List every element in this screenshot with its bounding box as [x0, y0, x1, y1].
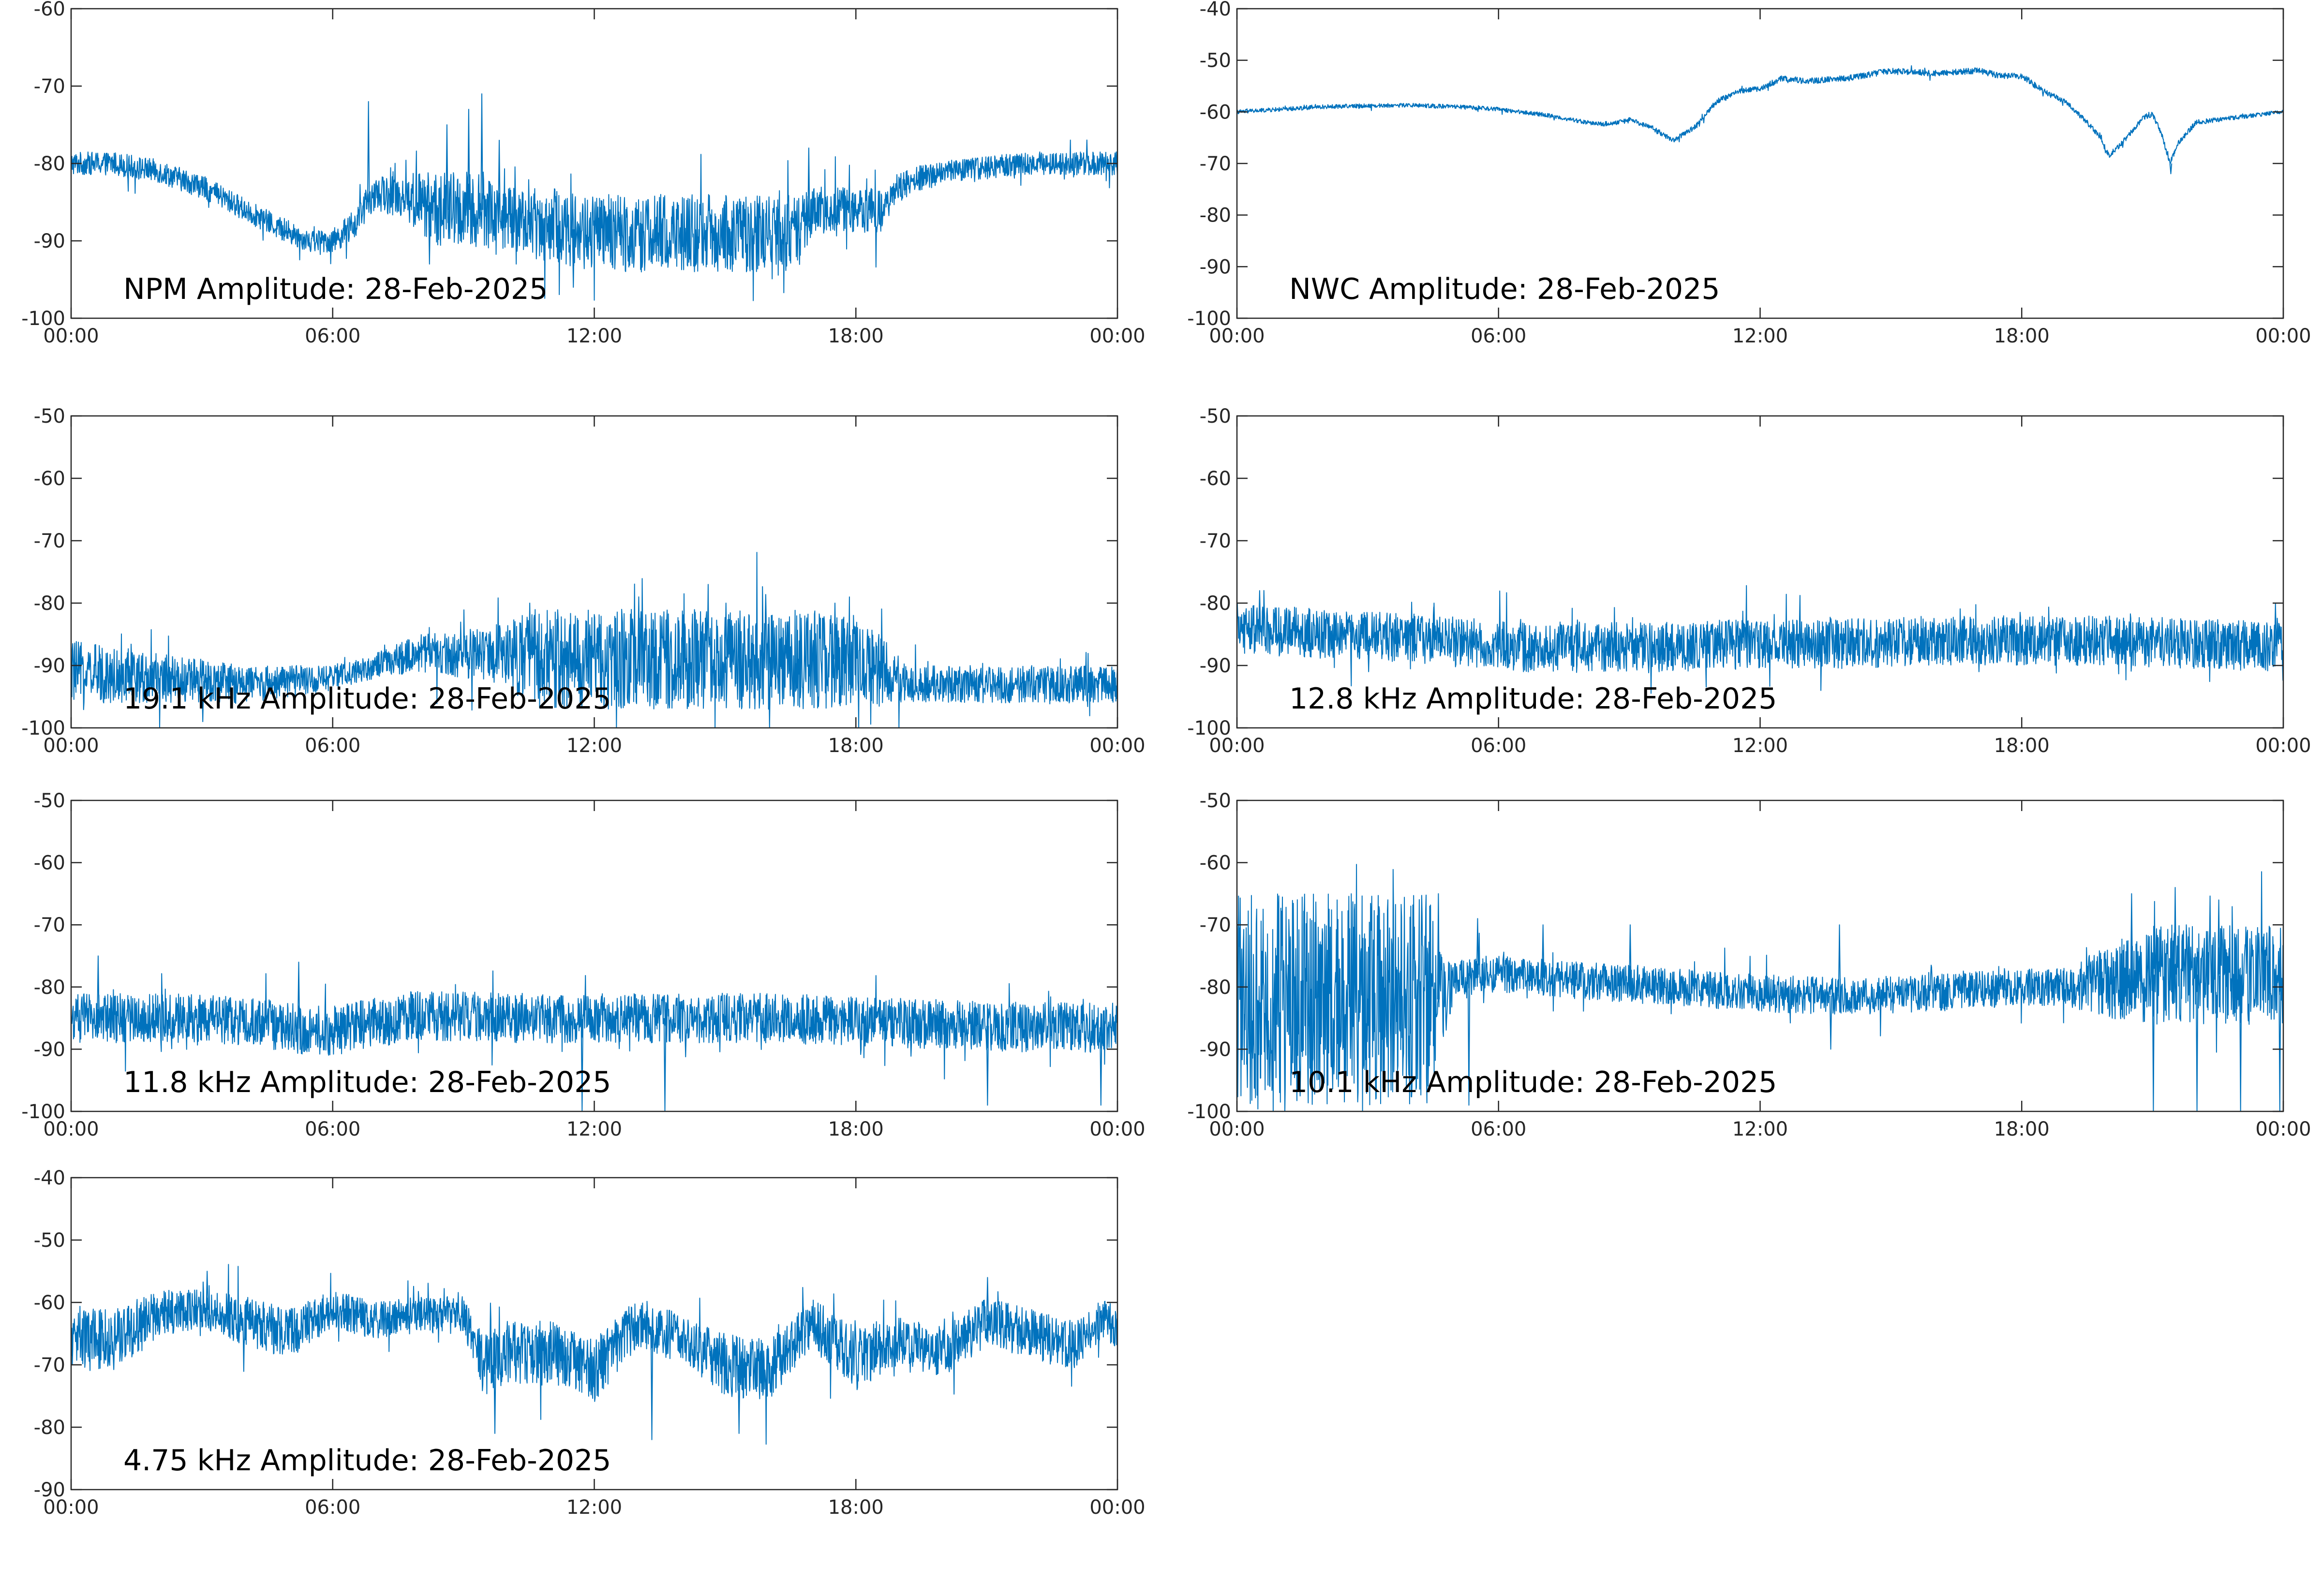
y-tick-label: -40: [34, 1167, 65, 1189]
y-tick-label: -50: [1200, 405, 1231, 428]
x-tick-label: 12:00: [1732, 1118, 1788, 1140]
x-tick-label: 00:00: [1089, 325, 1145, 347]
y-tick-label: -90: [34, 655, 65, 677]
x-tick-label: 18:00: [1994, 1118, 2050, 1140]
y-tick-label: -80: [34, 976, 65, 999]
y-tick-label: -60: [1200, 468, 1231, 490]
x-tick-label: 06:00: [305, 735, 360, 757]
y-tick-label: -80: [1200, 592, 1231, 615]
y-tick-label: -70: [34, 75, 65, 98]
x-tick-label: 00:00: [1209, 735, 1265, 757]
x-tick-label: 00:00: [43, 1118, 99, 1140]
y-tick-label: -60: [34, 0, 65, 20]
x-tick-label: 06:00: [1471, 1118, 1526, 1140]
chart-panel-f4_75: -90 -80 -70 -60 -50 -40 00:00 06:00 12:00 18:00 00…: [34, 1167, 1146, 1519]
x-tick-label: 18:00: [1994, 325, 2050, 347]
panel-title: NWC Amplitude: 28-Feb-2025: [1289, 272, 1720, 306]
series-line-npm: [71, 93, 1117, 301]
x-tick-label: 18:00: [828, 325, 884, 347]
chart-panel-f10_1: -100 -90 -80 -70 -60 -50 00:00 06:00 12:00 18:00 0…: [1187, 790, 2311, 1140]
x-tick-label: 18:00: [828, 1496, 884, 1519]
panel-title: NPM Amplitude: 28-Feb-2025: [123, 272, 548, 306]
y-tick-label: -100: [21, 1101, 65, 1123]
panel-title: 4.75 kHz Amplitude: 28-Feb-2025: [123, 1444, 611, 1478]
x-tick-label: 00:00: [2255, 1118, 2311, 1140]
panel-title: 10.1 kHz Amplitude: 28-Feb-2025: [1289, 1065, 1777, 1099]
y-tick-label: -90: [34, 1038, 65, 1061]
y-tick-label: -60: [34, 852, 65, 874]
chart-panel-npm: -100 -90 -80 -70 -60 00:00 06:00 12:00 18:00 00:0…: [21, 0, 1145, 347]
y-tick-label: -90: [1200, 1038, 1231, 1061]
y-tick-label: -60: [34, 468, 65, 490]
y-tick-label: -90: [34, 230, 65, 252]
y-tick-label: -100: [1187, 308, 1231, 330]
x-tick-label: 12:00: [1732, 735, 1788, 757]
y-tick-label: -70: [34, 530, 65, 552]
x-tick-label: 06:00: [1471, 325, 1526, 347]
y-tick-label: -80: [1200, 976, 1231, 999]
y-tick-label: -60: [34, 1292, 65, 1314]
x-tick-label: 06:00: [1471, 735, 1526, 757]
x-tick-label: 00:00: [1089, 1496, 1145, 1519]
y-tick-label: -40: [1200, 0, 1231, 20]
y-tick-label: -50: [34, 1229, 65, 1252]
x-tick-label: 12:00: [566, 1496, 622, 1519]
y-tick-label: -80: [34, 1417, 65, 1439]
y-tick-label: -100: [1187, 1101, 1231, 1123]
y-tick-label: -70: [34, 914, 65, 936]
x-tick-label: 18:00: [1994, 735, 2050, 757]
y-tick-label: -90: [1200, 256, 1231, 278]
y-tick-label: -100: [21, 308, 65, 330]
y-tick-label: -60: [1200, 101, 1231, 123]
x-tick-label: 00:00: [2255, 325, 2311, 347]
chart-panel-f11_8: -100 -90 -80 -70 -60 -50 00:00 06:00 12:00 18:00 0…: [21, 790, 1145, 1140]
chart-panel-f19_1: -100 -90 -80 -70 -60 -50 00:00 06:00 12:00 18:00 0…: [21, 405, 1145, 757]
x-tick-label: 00:00: [2255, 735, 2311, 757]
series-line-nwc: [1237, 65, 2283, 175]
panel-title: 19.1 kHz Amplitude: 28-Feb-2025: [123, 682, 611, 716]
series-line-f19_1: [71, 552, 1117, 728]
y-tick-label: -60: [1200, 852, 1231, 874]
y-tick-label: -90: [1200, 655, 1231, 677]
y-tick-label: -80: [1200, 205, 1231, 227]
panel-title: 12.8 kHz Amplitude: 28-Feb-2025: [1289, 682, 1777, 716]
x-tick-label: 12:00: [566, 735, 622, 757]
y-tick-label: -70: [1200, 914, 1231, 936]
x-tick-label: 12:00: [566, 1118, 622, 1140]
x-tick-label: 00:00: [1089, 1118, 1145, 1140]
y-tick-label: -100: [1187, 717, 1231, 739]
x-tick-label: 00:00: [1089, 735, 1145, 757]
chart-panel-f12_8: -100 -90 -80 -70 -60 -50 00:00 06:00 12:00 18:00 0…: [1187, 405, 2311, 757]
y-tick-label: -90: [34, 1479, 65, 1501]
x-tick-label: 06:00: [305, 1118, 360, 1140]
x-tick-label: 18:00: [828, 1118, 884, 1140]
series-line-f10_1: [1237, 864, 2283, 1111]
x-tick-label: 12:00: [1732, 325, 1788, 347]
x-tick-label: 00:00: [1209, 1118, 1265, 1140]
x-tick-label: 00:00: [43, 1496, 99, 1519]
x-tick-label: 06:00: [305, 325, 360, 347]
chart-panel-nwc: -100 -90 -80 -70 -60 -50 -40 00:00 06:00 12:00 18:…: [1187, 0, 2311, 347]
y-tick-label: -70: [1200, 153, 1231, 175]
x-tick-label: 00:00: [1209, 325, 1265, 347]
y-tick-label: -80: [34, 592, 65, 615]
x-tick-label: 00:00: [43, 325, 99, 347]
y-tick-label: -70: [1200, 530, 1231, 552]
y-tick-label: -70: [34, 1354, 65, 1376]
y-tick-label: -50: [1200, 50, 1231, 72]
x-tick-label: 06:00: [305, 1496, 360, 1519]
panel-title: 11.8 kHz Amplitude: 28-Feb-2025: [123, 1065, 611, 1099]
y-tick-label: -100: [21, 717, 65, 739]
series-line-f4_75: [71, 1264, 1117, 1445]
y-tick-label: -50: [34, 405, 65, 428]
y-tick-label: -50: [34, 790, 65, 812]
y-tick-label: -80: [34, 153, 65, 175]
x-tick-label: 18:00: [828, 735, 884, 757]
y-tick-label: -50: [1200, 790, 1231, 812]
series-line-f11_8: [71, 955, 1117, 1111]
x-tick-label: 12:00: [566, 325, 622, 347]
x-tick-label: 00:00: [43, 735, 99, 757]
